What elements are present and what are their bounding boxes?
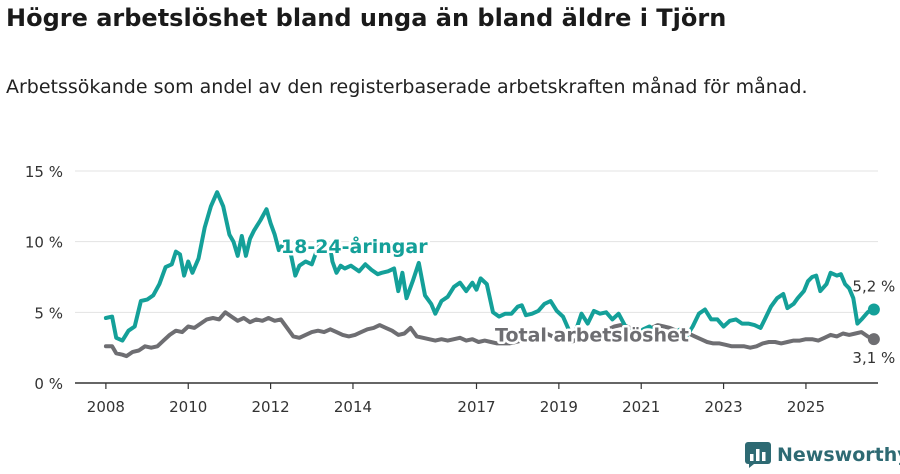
x-tick-label: 2012: [252, 398, 290, 416]
y-tick-label: 5 %: [34, 304, 63, 322]
x-axis: 2008 2010 2012 2014 2017 2019 2021 2023 2025: [75, 382, 878, 416]
series-line-youth: [103, 190, 876, 343]
x-tick-label: 2014: [334, 398, 372, 416]
series-lines: [103, 190, 876, 359]
series-line-total: [103, 310, 876, 359]
grid-lines: [75, 170, 878, 313]
x-tick-label: 2023: [704, 398, 742, 416]
chart-subtitle: Arbetssökande som andel av den registerb…: [6, 76, 808, 98]
line-chart: 0 %5 %10 %15 % 2008 2010 2012 2014 2017 2019 2…: [25, 163, 895, 416]
series-label-youth: 18-24-åringar: [281, 234, 428, 258]
x-tick-label: 2019: [540, 398, 578, 416]
y-tick-label: 10 %: [25, 234, 63, 252]
x-tick-label: 2010: [169, 398, 207, 416]
y-tick-label: 15 %: [25, 163, 63, 181]
end-point-total: [867, 333, 880, 346]
y-tick-label: 0 %: [34, 375, 63, 393]
x-tick-label: 2008: [87, 398, 125, 416]
end-label-total: 3,1 %: [852, 349, 895, 367]
brand-name: Newsworthy: [777, 444, 900, 466]
end-label-youth: 5,2 %: [852, 278, 895, 296]
x-tick-label: 2025: [787, 398, 825, 416]
newsworthy-logo: Newsworthy: [745, 442, 900, 468]
x-tick-label: 2017: [457, 398, 495, 416]
y-axis-labels: 0 % 5 % 10 % 15 %: [25, 163, 63, 393]
chart-title: Högre arbetslöshet bland unga än bland ä…: [6, 4, 727, 32]
series-labels: 18-24-åringar 5,2 % Total arbetslöshet 3,1 …: [278, 231, 895, 367]
end-point-youth: [867, 303, 880, 316]
x-tick-label: 2021: [622, 398, 660, 416]
series-label-total: Total arbetslöshet: [495, 324, 689, 346]
bar-chart-icon: [745, 442, 771, 468]
